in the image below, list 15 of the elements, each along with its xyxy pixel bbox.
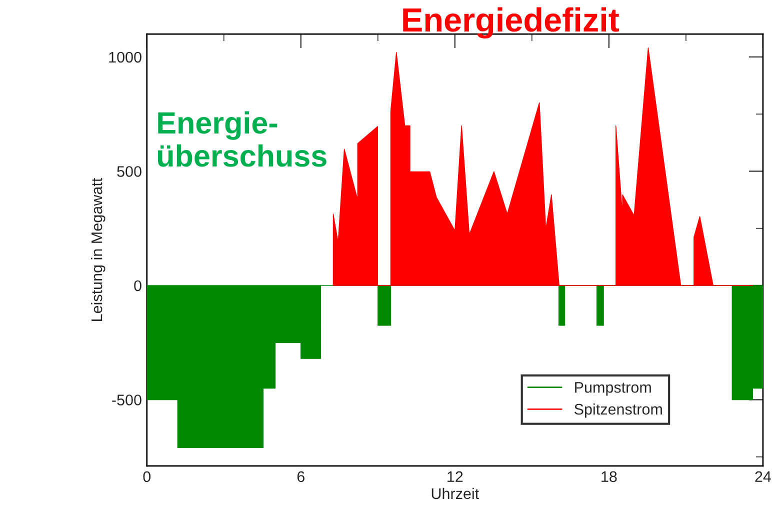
y-tick-label: 1000 [109, 52, 142, 63]
x-tick-label: 18 [602, 471, 617, 482]
x-tick-label: 24 [755, 471, 771, 482]
legend-label: Spitzenstrom [574, 403, 662, 418]
y-tick-label: 0 [134, 280, 142, 292]
x-tick-label: 0 [143, 471, 151, 482]
chart-title: Energiedefizit [403, 7, 620, 39]
x-axis-title: Uhrzeit [432, 488, 479, 500]
x-tick-label: 12 [448, 471, 463, 482]
y-tick-label: 500 [117, 166, 142, 177]
legend-label: Pumpstrom [575, 382, 651, 396]
annotation: Energie- überschuss [158, 111, 326, 167]
y-tick-label: -500 [112, 394, 142, 406]
x-tick-label: 6 [297, 471, 304, 482]
y-axis-title: Leistung in Megawatt [91, 178, 106, 321]
